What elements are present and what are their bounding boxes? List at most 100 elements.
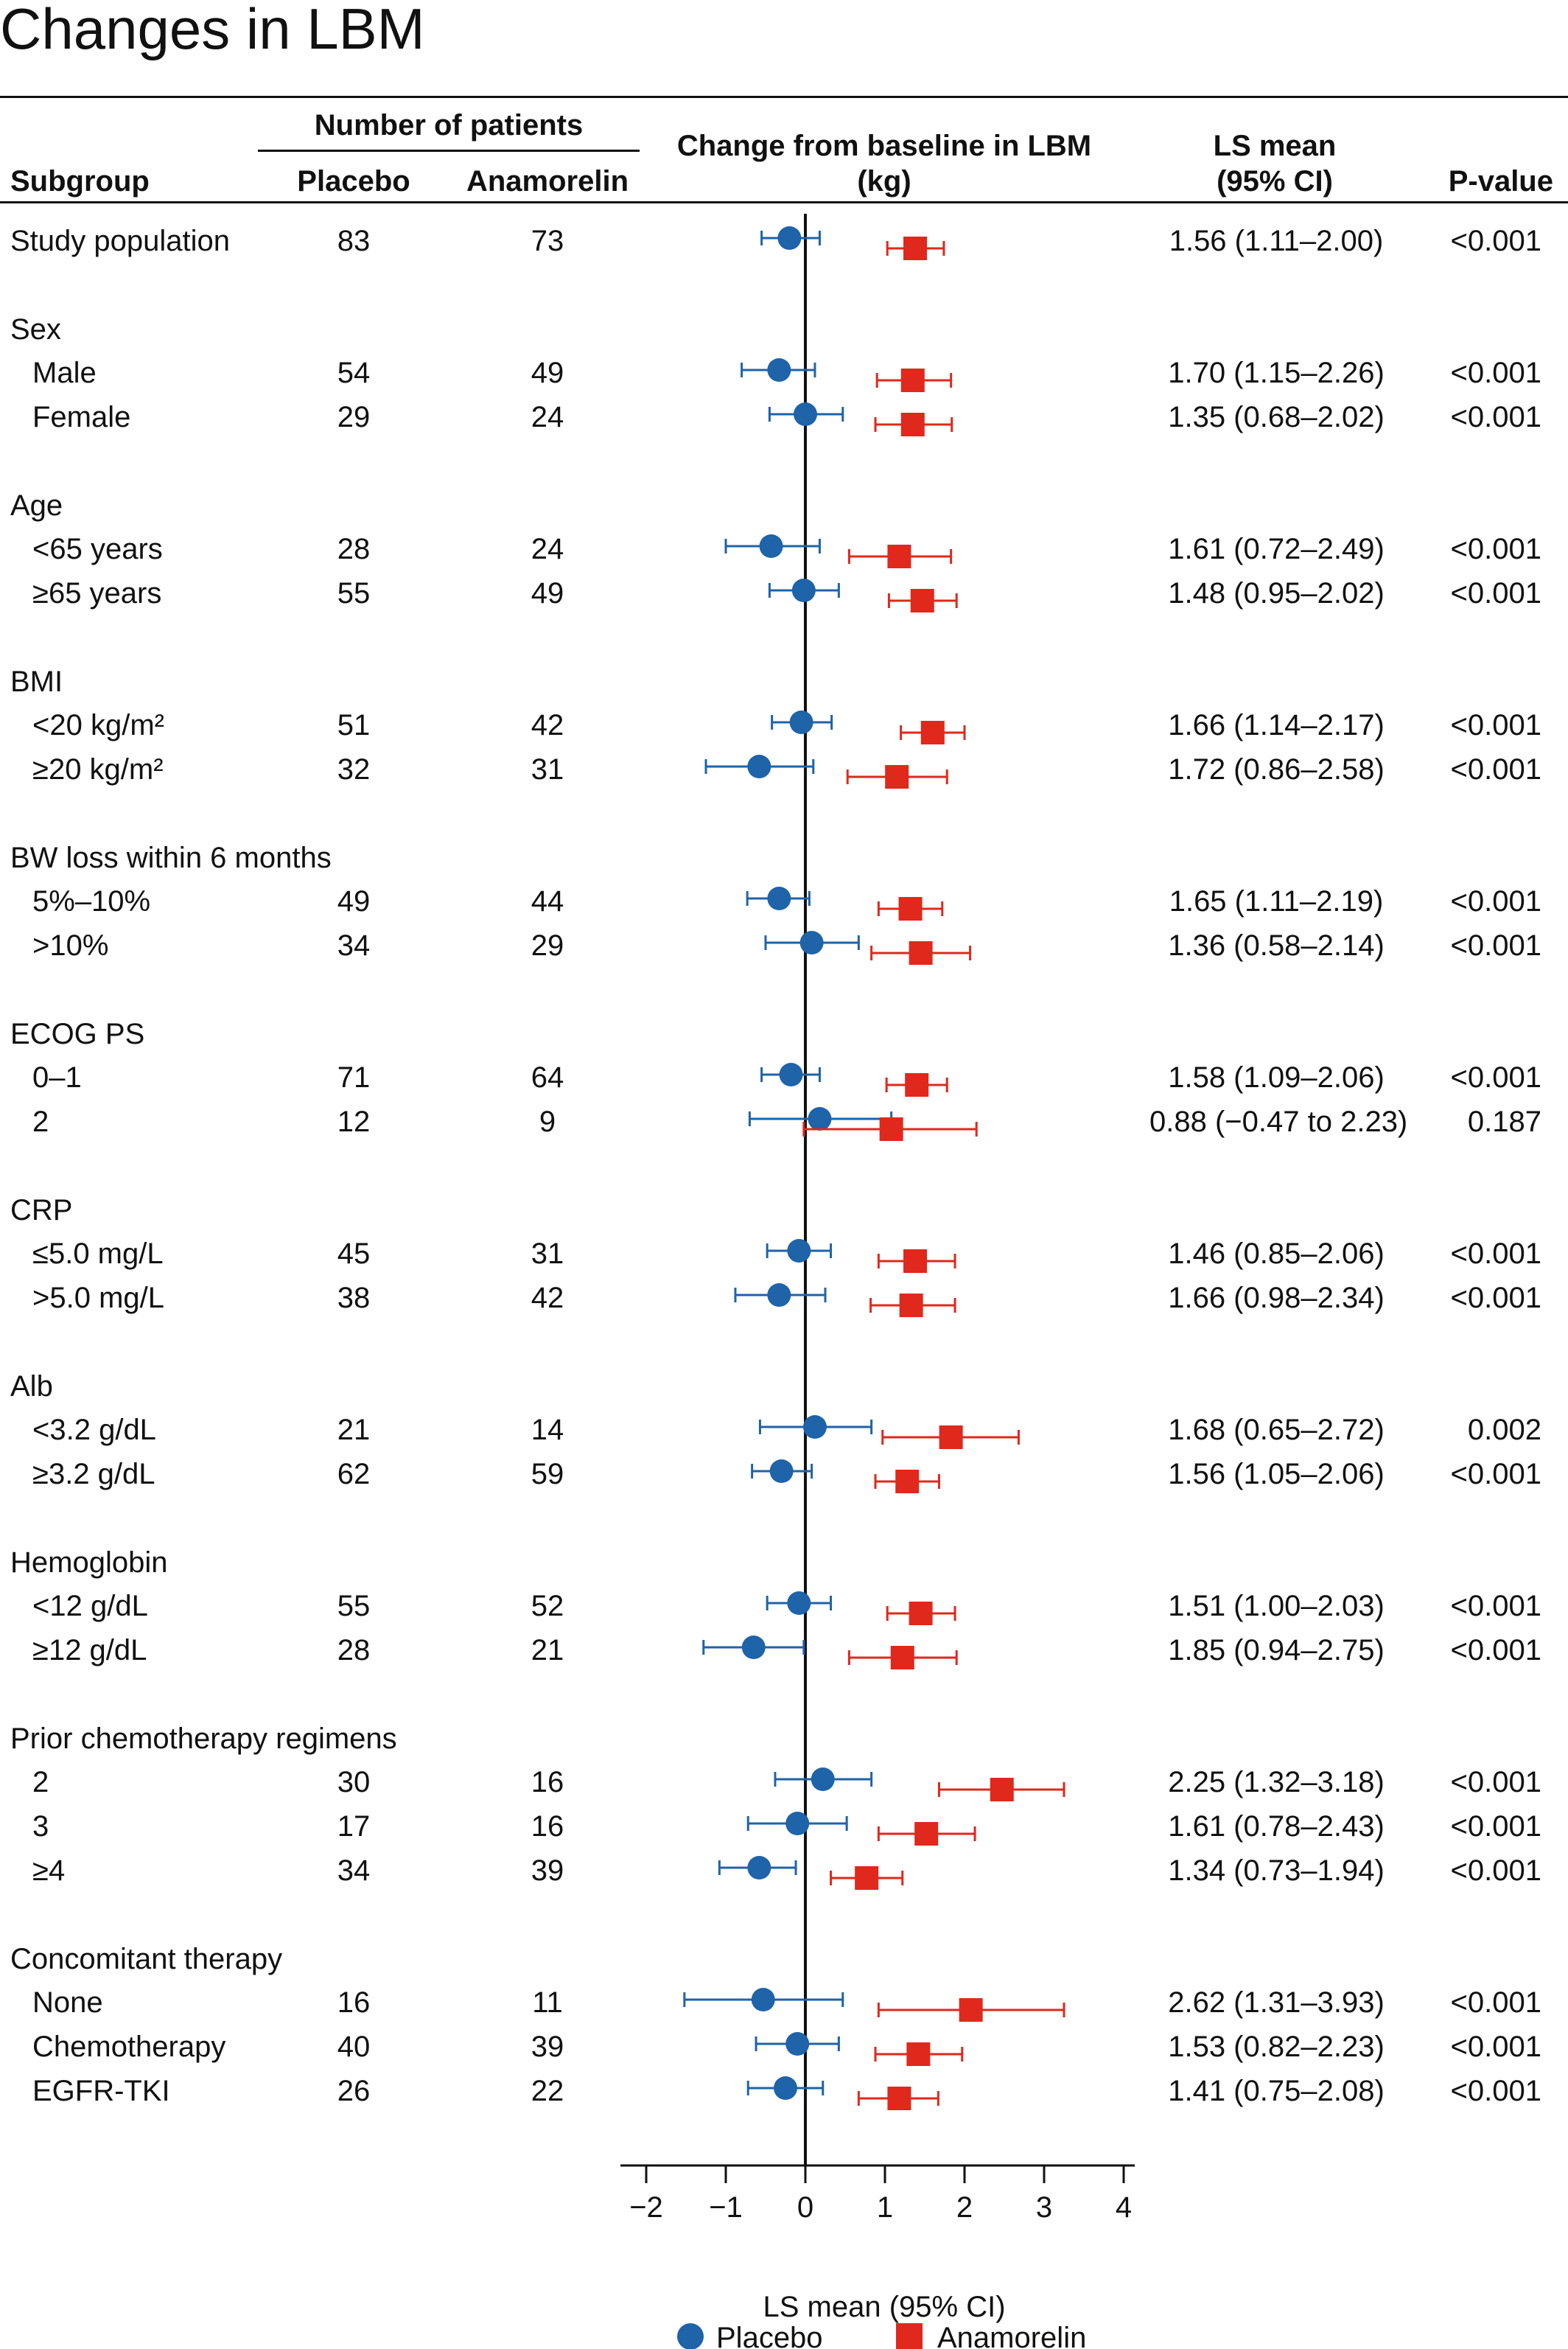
- anamorelin-n: 73: [531, 225, 564, 257]
- ls-mean-ci: 1.68 (0.65–2.72): [1168, 1414, 1385, 1446]
- placebo-n: 55: [337, 577, 371, 610]
- anamorelin-n: 39: [531, 2031, 564, 2063]
- anamorelin-n: 16: [531, 1810, 564, 1843]
- anamorelin-n: 11: [532, 1986, 563, 2019]
- ls-mean-ci: 1.85 (0.94–2.75): [1168, 1634, 1385, 1666]
- anamorelin-point: [899, 1294, 923, 1317]
- subgroup-header: Age: [10, 489, 63, 522]
- p-value: <0.001: [1450, 225, 1541, 257]
- anamorelin-n: 24: [531, 401, 564, 433]
- anamorelin-n: 39: [531, 1854, 564, 1887]
- x-tick-label: 3: [1036, 2191, 1052, 2224]
- p-value: <0.001: [1450, 401, 1541, 433]
- x-tick-label: −2: [629, 2191, 663, 2224]
- p-value: <0.001: [1450, 577, 1541, 610]
- anamorelin-n: 49: [531, 577, 564, 610]
- header-change-line1: Change from baseline in LBM: [676, 130, 1092, 162]
- placebo-n: 28: [337, 1634, 371, 1666]
- placebo-point: [769, 1459, 794, 1483]
- p-value: <0.001: [1450, 1282, 1541, 1314]
- anamorelin-n: 64: [531, 1061, 564, 1094]
- subgroup-label: <3.2 g/dL: [32, 1414, 156, 1446]
- subgroup-header: CRP: [10, 1194, 73, 1226]
- anamorelin-point: [909, 941, 933, 965]
- header-top-rule: [0, 96, 1568, 98]
- placebo-point: [791, 579, 816, 602]
- x-tick-label: 0: [797, 2191, 813, 2224]
- header-number-of-patients: Number of patients: [314, 109, 584, 142]
- header-ls-mean-line2: (95% CI): [1217, 165, 1333, 198]
- anamorelin-point: [900, 413, 925, 436]
- anamorelin-point: [920, 721, 945, 744]
- subgroup-label: 2: [32, 1106, 49, 1138]
- anamorelin-point: [887, 2087, 911, 2110]
- x-tick-label: 4: [1116, 2191, 1132, 2224]
- p-value: <0.001: [1450, 709, 1541, 741]
- p-value: <0.001: [1450, 1854, 1541, 1887]
- legend-anamorelin-label: Anamorelin: [937, 2322, 1086, 2349]
- ls-mean-ci: 1.53 (0.82–2.23): [1168, 2031, 1385, 2063]
- placebo-point: [741, 1636, 766, 1659]
- ls-mean-ci: 1.70 (1.15–2.26): [1168, 357, 1385, 389]
- anamorelin-point: [909, 1602, 933, 1625]
- placebo-point: [759, 534, 783, 558]
- anamorelin-n: 31: [531, 1238, 564, 1270]
- placebo-point: [789, 711, 813, 734]
- header-change-line2: (kg): [857, 165, 911, 198]
- anamorelin-point: [890, 1646, 914, 1669]
- anamorelin-point: [885, 765, 909, 789]
- placebo-point: [787, 1591, 811, 1615]
- figure-title: Changes in LBM: [0, 0, 425, 61]
- header-placebo: Placebo: [297, 165, 410, 198]
- x-tick-label: −1: [709, 2191, 743, 2224]
- ls-mean-ci: 1.72 (0.86–2.58): [1168, 753, 1385, 786]
- placebo-point: [785, 2032, 810, 2056]
- placebo-point: [747, 755, 771, 778]
- anamorelin-point: [903, 237, 928, 260]
- anamorelin-n: 29: [531, 929, 564, 962]
- legend-anamorelin-marker: [896, 2323, 923, 2349]
- subgroup-label: <65 years: [32, 533, 163, 565]
- placebo-n: 83: [337, 225, 371, 257]
- subgroup-label: 5%–10%: [32, 885, 151, 918]
- placebo-n: 29: [337, 401, 371, 433]
- subgroup-label: None: [32, 1986, 103, 2019]
- p-value: <0.001: [1450, 1766, 1541, 1798]
- placebo-n: 45: [337, 1238, 371, 1270]
- subgroup-label: ≥65 years: [32, 577, 162, 610]
- placebo-point: [767, 358, 791, 382]
- p-value: <0.001: [1450, 2031, 1541, 2063]
- ls-mean-ci: 1.66 (1.14–2.17): [1168, 709, 1385, 741]
- header-bottom-rule: [0, 201, 1568, 203]
- p-value: <0.001: [1450, 929, 1541, 962]
- anamorelin-n: 31: [531, 753, 564, 786]
- ls-mean-ci: 1.56 (1.05–2.06): [1168, 1458, 1385, 1490]
- subgroup-label: ≤5.0 mg/L: [32, 1238, 164, 1270]
- subgroup-label: >5.0 mg/L: [32, 1282, 165, 1314]
- ls-mean-ci: 1.66 (0.98–2.34): [1168, 1282, 1385, 1314]
- ls-mean-ci: 1.48 (0.95–2.02): [1168, 577, 1385, 610]
- placebo-point: [779, 1063, 803, 1086]
- placebo-n: 71: [337, 1061, 371, 1094]
- anamorelin-n: 59: [531, 1458, 564, 1490]
- p-value: <0.001: [1450, 533, 1541, 565]
- placebo-point: [751, 1988, 775, 2011]
- ls-mean-ci: 1.51 (1.00–2.03): [1168, 1590, 1385, 1622]
- anamorelin-point: [959, 1998, 983, 2022]
- anamorelin-n: 14: [531, 1414, 564, 1446]
- subgroup-header: ECOG PS: [10, 1018, 145, 1050]
- p-value: <0.001: [1450, 1810, 1541, 1843]
- subgroup-label: 0–1: [32, 1061, 82, 1094]
- subgroup-header: Hemoglobin: [10, 1546, 168, 1579]
- ls-mean-ci: 1.36 (0.58–2.14): [1168, 929, 1385, 962]
- ls-mean-ci: 1.46 (0.85–2.06): [1168, 1238, 1385, 1270]
- placebo-point: [802, 1415, 827, 1439]
- placebo-n: 28: [337, 533, 371, 565]
- placebo-n: 62: [337, 1458, 371, 1490]
- subgroup-header: BMI: [10, 666, 63, 698]
- placebo-n: 34: [337, 929, 371, 962]
- subgroup-header: Concomitant therapy: [10, 1943, 283, 1975]
- ls-mean-ci: 1.35 (0.68–2.02): [1168, 401, 1385, 433]
- anamorelin-n: 49: [531, 357, 564, 389]
